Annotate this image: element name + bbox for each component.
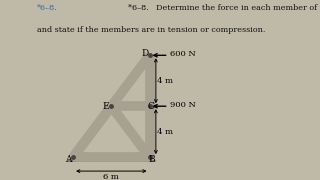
Text: D: D (141, 49, 149, 58)
Text: *6–8.   Determine the force in each member of the truss: *6–8. Determine the force in each member… (128, 4, 320, 12)
Text: 900 N: 900 N (170, 101, 196, 109)
Polygon shape (69, 157, 77, 161)
Text: C: C (148, 102, 155, 111)
Text: B: B (148, 154, 155, 163)
Text: and state if the members are in tension or compression.: and state if the members are in tension … (37, 26, 265, 34)
Text: *6–8.: *6–8. (37, 4, 57, 12)
Text: 600 N: 600 N (170, 50, 196, 58)
Text: 6 m: 6 m (103, 173, 119, 180)
Text: 4 m: 4 m (157, 128, 173, 136)
Text: 4 m: 4 m (157, 77, 173, 85)
Text: E: E (103, 102, 109, 111)
Polygon shape (146, 157, 153, 161)
Text: A: A (66, 154, 72, 163)
